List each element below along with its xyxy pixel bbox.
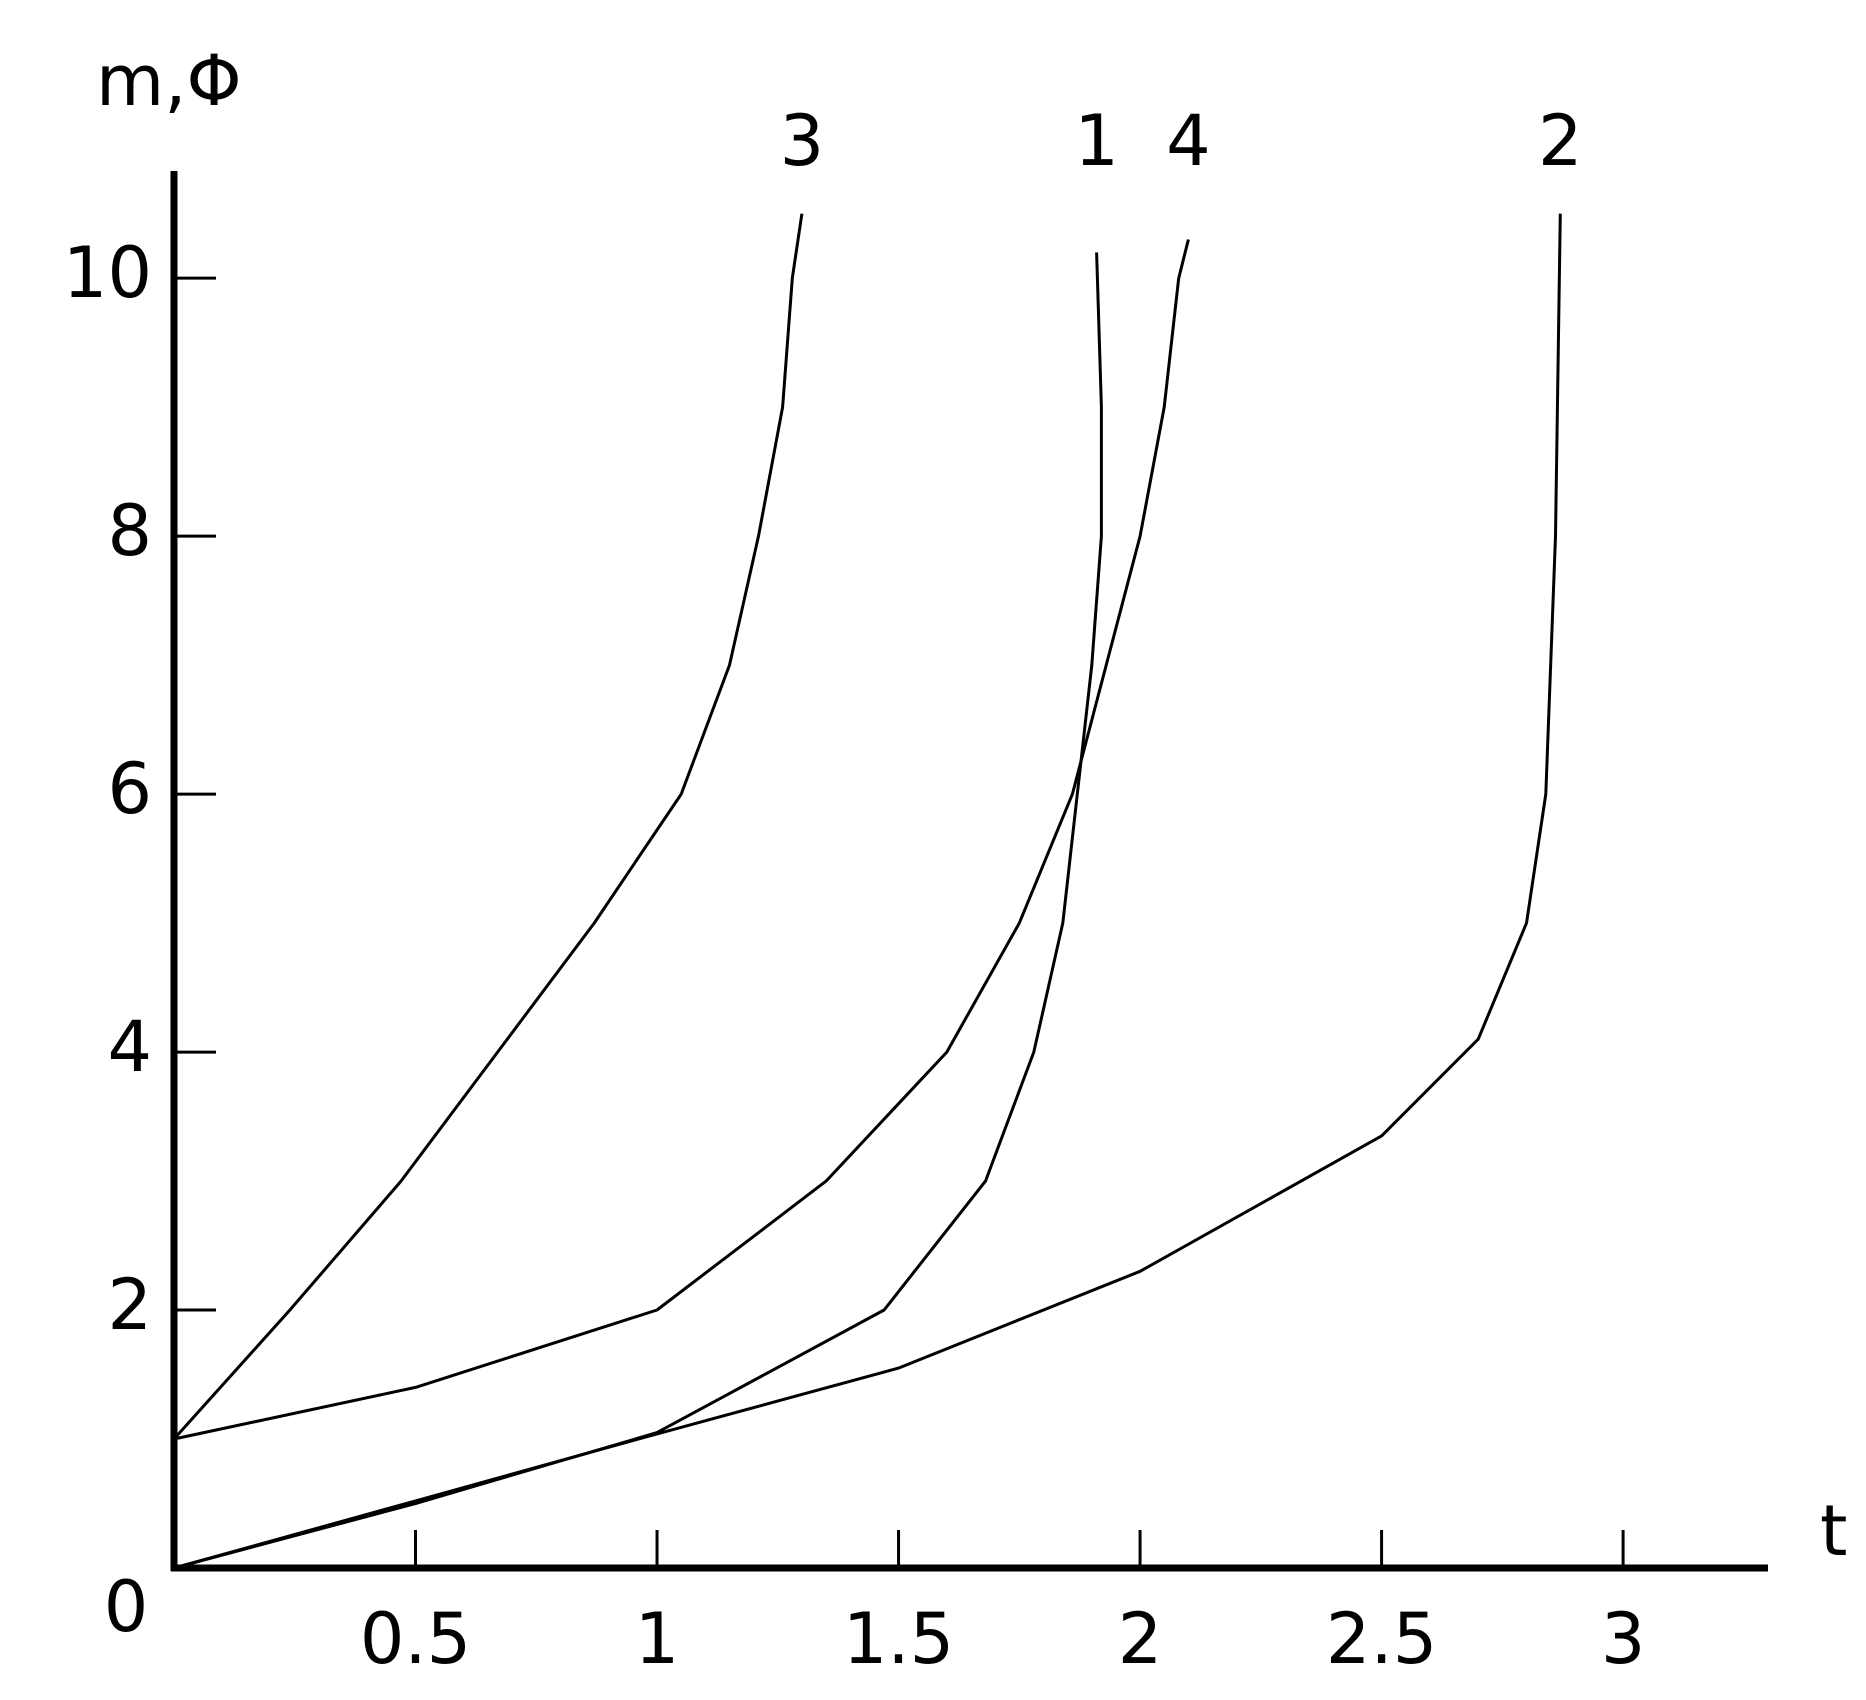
x-tick-label: 2 bbox=[1118, 1598, 1163, 1680]
series-line bbox=[173, 239, 1190, 1441]
x-axis-label: t bbox=[1820, 1490, 1847, 1572]
series-label: 4 bbox=[1166, 100, 1211, 182]
y-tick-label: 10 bbox=[63, 232, 152, 314]
x-tick-label: 1.5 bbox=[843, 1598, 954, 1680]
x-tick-label: 1 bbox=[635, 1598, 680, 1680]
y-axis-label: m,Φ bbox=[96, 40, 242, 122]
series-label: 2 bbox=[1538, 100, 1583, 182]
series-line bbox=[173, 213, 1562, 1570]
x-tick-label: 3 bbox=[1601, 1598, 1646, 1680]
y-tick-label: 0 bbox=[104, 1566, 149, 1648]
series-line bbox=[173, 252, 1103, 1570]
x-tick-label: 2.5 bbox=[1326, 1598, 1437, 1680]
series-label: 3 bbox=[780, 100, 825, 182]
series-line bbox=[172, 213, 804, 1441]
y-tick-label: 6 bbox=[107, 748, 152, 830]
y-tick-label: 8 bbox=[107, 490, 152, 572]
x-tick-label: 0.5 bbox=[360, 1598, 471, 1680]
y-tick-label: 2 bbox=[107, 1264, 152, 1346]
y-tick-label: 4 bbox=[107, 1006, 152, 1088]
series-label: 1 bbox=[1074, 100, 1119, 182]
